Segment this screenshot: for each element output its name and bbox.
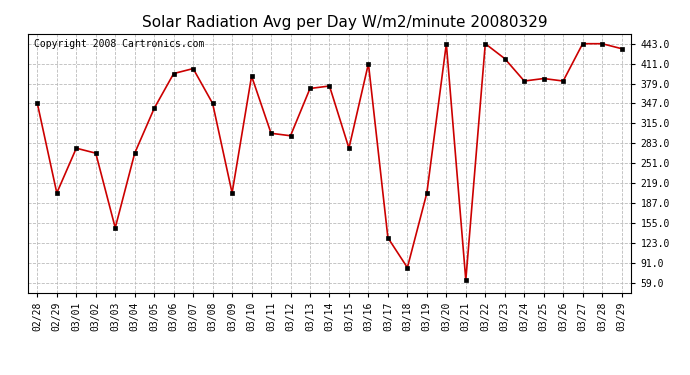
Text: Copyright 2008 Cartronics.com: Copyright 2008 Cartronics.com [34, 39, 204, 49]
Text: Solar Radiation Avg per Day W/m2/minute 20080329: Solar Radiation Avg per Day W/m2/minute … [142, 15, 548, 30]
